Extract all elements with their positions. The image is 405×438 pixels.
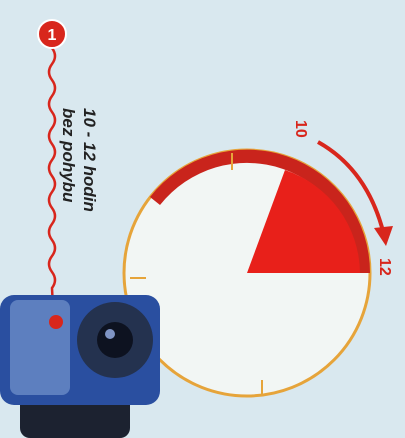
camera — [0, 295, 160, 438]
arrow-head — [374, 226, 393, 246]
clock-rim — [150, 149, 371, 273]
connector — [47, 47, 57, 349]
time-arrow — [317, 140, 386, 236]
caption-line: 10 - 12 hodin — [80, 108, 99, 212]
time-wedge — [247, 170, 360, 273]
start-label: 10 — [292, 120, 309, 138]
caption-line: bez pohybu — [59, 108, 78, 203]
marker-number: 1 — [48, 27, 57, 44]
end-label: 12 — [376, 258, 393, 276]
clock-ticks — [130, 153, 263, 396]
marker-circle — [37, 19, 67, 49]
